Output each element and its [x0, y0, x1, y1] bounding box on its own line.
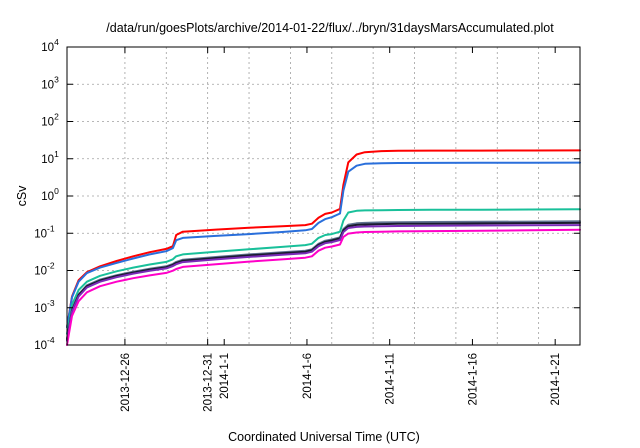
- y-tick-label: 104: [41, 37, 59, 54]
- x-axis-label: Coordinated Universal Time (UTC): [228, 430, 420, 444]
- y-tick-label: 101: [41, 149, 59, 166]
- y-tick-label: 100: [41, 186, 59, 203]
- x-tick-label: 2014-1-6: [302, 353, 314, 399]
- series-teal-line: [66, 208, 581, 335]
- y-tick-exponent: 3: [54, 74, 59, 84]
- y-tick-label: 10-4: [34, 335, 55, 352]
- y-tick-exponent: -2: [47, 261, 55, 271]
- series-layer: [66, 149, 581, 346]
- x-tick-label: 2013-12-31: [203, 353, 215, 412]
- series-black-line: [66, 221, 581, 341]
- y-tick-label: 10-1: [34, 223, 55, 240]
- grid-lines: [67, 47, 580, 345]
- x-tick-label: 2013-12-26: [120, 353, 132, 412]
- y-tick-label: 103: [41, 74, 59, 91]
- chart-title: /data/run/goesPlots/archive/2014-01-22/f…: [106, 21, 554, 35]
- y-tick-exponent: 2: [54, 112, 59, 122]
- y-tick-exponent: 1: [54, 149, 59, 159]
- y-tick-exponent: -1: [47, 223, 55, 233]
- y-tick-exponent: 4: [54, 37, 59, 47]
- y-tick-exponent: 0: [54, 186, 59, 196]
- y-tick-label: 10-2: [34, 261, 55, 278]
- series-slate-line: [66, 220, 581, 340]
- y-tick-exponent: -3: [47, 298, 55, 308]
- series-magenta-line: [66, 228, 581, 346]
- x-axis-ticks: 2013-12-26 2013-12-31 2014-1-1 2014-1-6 2014…: [120, 47, 562, 412]
- series-purple-line: [66, 224, 581, 342]
- y-tick-label: 102: [41, 112, 59, 129]
- y-tick-label: 10-3: [34, 298, 55, 315]
- series-blue-line: [66, 161, 581, 329]
- y-tick-exponent: -4: [47, 335, 55, 345]
- y-axis-label: cSv: [15, 185, 29, 207]
- series-red-line: [66, 149, 581, 329]
- x-tick-label: 2014-1-21: [550, 353, 562, 405]
- x-tick-label: 2014-1-11: [385, 353, 397, 405]
- x-tick-label: 2014-1-16: [467, 353, 479, 405]
- x-tick-label: 2014-1-1: [219, 353, 231, 399]
